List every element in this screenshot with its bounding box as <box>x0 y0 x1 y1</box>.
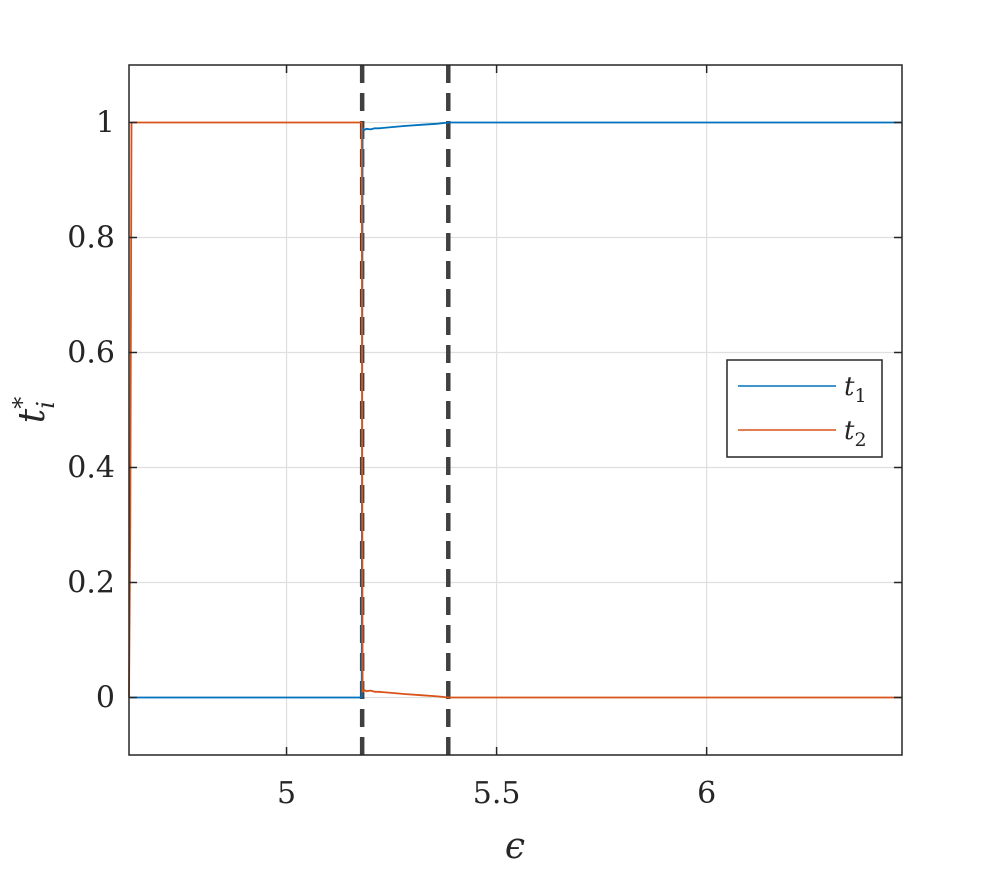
y-axis-label-base: t <box>12 408 53 423</box>
y-axis-label: t*i <box>8 397 60 423</box>
y-tick-label: 0.8 <box>67 221 115 256</box>
series-group <box>128 121 902 699</box>
axes-box <box>128 64 903 756</box>
y-axis-label-sub: i <box>32 401 60 409</box>
y-tick-label: 0 <box>96 681 115 716</box>
y-tick-label: 0.4 <box>67 451 115 486</box>
series-line-t2 <box>128 121 902 699</box>
y-tick-label: 0.6 <box>67 336 115 371</box>
svg-text:t*i: t*i <box>8 397 60 423</box>
legend-label-t2: t2 <box>844 416 867 451</box>
y-axis-label-sup: * <box>8 397 36 409</box>
legend-box <box>726 359 883 458</box>
x-axis-label: ϵ <box>505 826 525 867</box>
ticks: 5 5.5 6 0 0.2 0.4 0.6 0.8 1 <box>67 65 902 811</box>
x-tick-label: 5.5 <box>473 776 521 811</box>
x-tick-label: 6 <box>697 776 716 811</box>
x-tick-label: 5 <box>277 776 296 811</box>
legend: t1 t2 <box>726 359 883 458</box>
y-tick-label: 0.2 <box>67 566 115 601</box>
y-tick-label: 1 <box>96 106 115 141</box>
legend-label-t1: t1 <box>844 372 867 407</box>
